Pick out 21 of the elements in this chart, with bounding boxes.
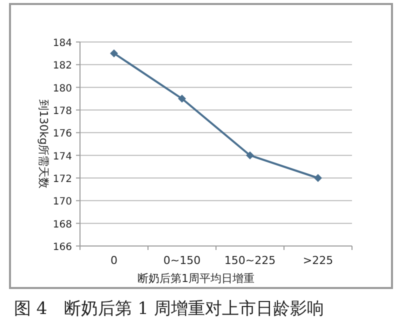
y-tick-label: 170 bbox=[52, 196, 72, 208]
x-tick-label: 0 bbox=[110, 254, 118, 267]
x-tick-label: >225 bbox=[302, 254, 334, 267]
point bbox=[314, 174, 322, 182]
y-tick-label: 172 bbox=[52, 174, 72, 185]
y-tick-label: 180 bbox=[52, 83, 72, 94]
y-tick-label: 166 bbox=[52, 242, 72, 253]
point bbox=[246, 151, 254, 160]
x-tick-label: 150~225 bbox=[224, 254, 276, 267]
y-tick-label: 178 bbox=[52, 106, 72, 117]
y-tick-label: 176 bbox=[52, 128, 72, 140]
x-tick-label: 0~150 bbox=[163, 254, 201, 267]
point bbox=[110, 49, 118, 58]
x-axis-title: 断奶后第1周平均日增重 bbox=[138, 272, 254, 285]
y-tick-label: 182 bbox=[52, 60, 72, 72]
y-tick-label: 184 bbox=[52, 38, 72, 49]
y-tick-label: 168 bbox=[52, 219, 72, 230]
y-tick-label: 174 bbox=[52, 151, 72, 162]
y-axis-title: 到130kg所需天数 bbox=[37, 99, 50, 189]
caption: 图 4 断奶后第 1 周增重对上市日龄影响 bbox=[14, 299, 324, 319]
point bbox=[178, 94, 186, 103]
